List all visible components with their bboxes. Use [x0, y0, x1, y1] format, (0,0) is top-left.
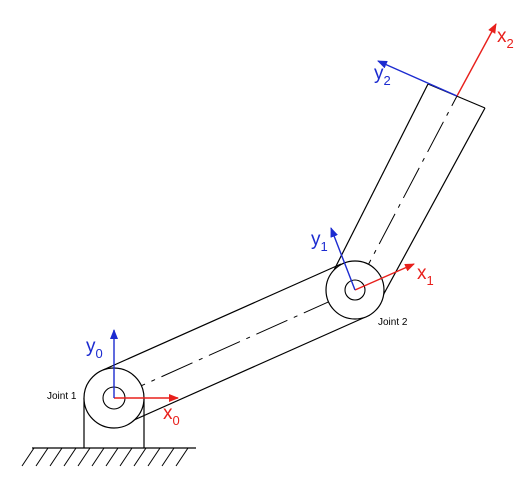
ground	[21, 447, 196, 467]
frame-0	[110, 329, 179, 402]
link-1	[102, 263, 371, 425]
frame-1	[330, 227, 415, 291]
x2-axis-arrow	[456, 23, 497, 97]
y2-axis-arrow	[377, 60, 458, 97]
joint-1-label: Joint 1	[47, 391, 77, 402]
link-1-top-edge	[102, 263, 342, 371]
link-2-centerline	[354, 95, 458, 291]
joint-2-inner-circle	[344, 279, 366, 301]
base-pedestal	[83, 398, 145, 448]
y2-label: y2	[374, 63, 391, 88]
x2-label: x2	[497, 26, 514, 51]
frame-2	[377, 23, 497, 97]
y1-label: y1	[311, 229, 328, 254]
x0-label: x0	[163, 403, 180, 428]
joint-2-label: Joint 2	[378, 317, 408, 328]
y0-label: y0	[86, 336, 103, 361]
ground-hatching	[21, 447, 189, 467]
link-1-bottom-edge	[124, 314, 371, 425]
y1-axis-arrow	[330, 227, 356, 291]
link-1-centerline	[113, 289, 356, 399]
x1-label: x1	[417, 263, 434, 288]
link-2-right-edge	[379, 107, 486, 302]
x1-axis-arrow	[354, 263, 415, 291]
link-2-left-edge	[329, 83, 429, 279]
